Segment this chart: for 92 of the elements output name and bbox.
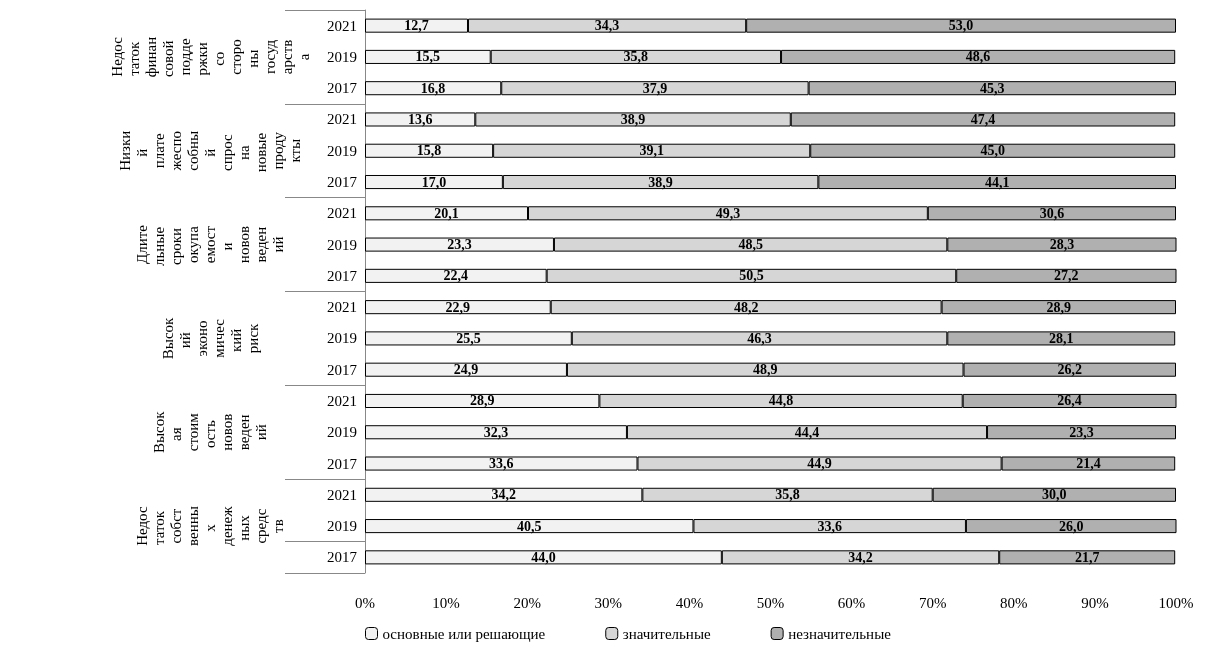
data-label: 50,5 xyxy=(739,268,764,284)
y-tick-label: 2017 xyxy=(327,80,358,97)
y-tick-label: 2017 xyxy=(327,455,358,472)
data-label: 34,2 xyxy=(491,487,516,503)
y-tick-label: 2019 xyxy=(327,518,357,535)
x-tick-label: 50% xyxy=(756,594,785,611)
legend-label: основные или решающие xyxy=(382,625,546,642)
x-tick-label: 80% xyxy=(1000,594,1028,611)
data-label: 20,1 xyxy=(434,205,459,221)
text: Высокая стоимость нововведений xyxy=(151,410,269,454)
y-tick-label: 2019 xyxy=(327,424,357,441)
y-tick-label: 2017 xyxy=(327,361,358,378)
x-tick-label: 20% xyxy=(513,594,541,611)
data-label: 26,2 xyxy=(1057,362,1083,378)
data-label: 48,2 xyxy=(733,299,759,315)
data-label: 25,5 xyxy=(456,330,481,346)
data-label: 48,9 xyxy=(752,362,778,378)
x-tick-label: 10% xyxy=(432,594,460,611)
text: Высокий экономический риск xyxy=(159,316,261,360)
data-label: 46,3 xyxy=(747,330,772,346)
legend-label: значительные xyxy=(622,625,711,642)
legend-label: незначительные xyxy=(788,625,892,642)
data-label: 24,9 xyxy=(453,362,479,378)
text: Низкий платежеспособный спрос на новые продукты xyxy=(117,130,303,173)
data-label: 53,0 xyxy=(948,18,974,34)
y-tick-label: 2017 xyxy=(327,549,358,566)
x-tick-label: 90% xyxy=(1081,594,1109,611)
x-tick-label: 0% xyxy=(355,594,375,611)
data-label: 16,8 xyxy=(420,80,446,96)
data-label: 40,5 xyxy=(516,518,542,534)
data-label: 34,3 xyxy=(594,18,620,34)
data-label: 44,9 xyxy=(807,456,832,472)
data-label: 21,7 xyxy=(1074,549,1100,565)
x-tick-label: 100% xyxy=(1158,594,1194,611)
y-tick-label: 2019 xyxy=(327,142,357,159)
data-label: 48,6 xyxy=(965,49,991,65)
data-label: 37,9 xyxy=(642,80,668,96)
x-tick-label: 60% xyxy=(837,594,866,611)
data-label: 38,9 xyxy=(620,111,646,127)
data-label: 49,3 xyxy=(715,205,741,221)
data-label: 27,2 xyxy=(1054,268,1079,284)
text: Недостаток собственных денежных средств xyxy=(134,506,286,546)
data-label: 15,5 xyxy=(415,49,441,65)
y-tick-label: 2021 xyxy=(327,205,357,222)
data-label: 33,6 xyxy=(489,456,514,472)
data-label: 26,4 xyxy=(1057,393,1082,409)
data-label: 28,9 xyxy=(469,393,495,409)
data-label: 44,4 xyxy=(794,424,820,440)
data-label: 28,9 xyxy=(1046,299,1072,315)
y-tick-label: 2019 xyxy=(327,236,357,253)
data-label: 28,1 xyxy=(1048,330,1074,346)
data-label: 28,3 xyxy=(1049,237,1075,253)
x-tick-label: 70% xyxy=(918,594,947,611)
data-label: 44,0 xyxy=(531,549,556,565)
data-label: 33,6 xyxy=(817,518,842,534)
data-label: 44,1 xyxy=(984,174,1010,190)
x-tick-label: 30% xyxy=(594,594,623,611)
data-label: 38,9 xyxy=(648,174,673,190)
data-label: 39,1 xyxy=(639,143,664,159)
data-label: 45,3 xyxy=(980,80,1005,96)
data-label: 23,3 xyxy=(1069,424,1094,440)
x-tick-label: 40% xyxy=(675,594,704,611)
data-label: 17,0 xyxy=(421,174,447,190)
data-label: 12,7 xyxy=(404,18,429,34)
data-label: 32,3 xyxy=(483,424,509,440)
text: Недостаток финансовой поддержки со стороны государства xyxy=(108,36,312,78)
y-tick-label: 2017 xyxy=(327,174,358,191)
y-tick-label: 2019 xyxy=(327,330,357,347)
data-label: 23,3 xyxy=(447,237,472,253)
data-label: 34,2 xyxy=(848,549,873,565)
data-label: 35,8 xyxy=(775,487,800,503)
data-label: 22,9 xyxy=(445,299,471,315)
y-tick-label: 2021 xyxy=(327,299,357,316)
data-label: 30,0 xyxy=(1042,487,1067,503)
data-label: 13,6 xyxy=(407,111,433,127)
text: Длительные сроки окупаемости нововведений xyxy=(134,225,286,267)
data-label: 22,4 xyxy=(443,268,469,284)
data-label: 47,4 xyxy=(970,111,996,127)
y-tick-label: 2019 xyxy=(327,48,357,65)
data-label: 35,8 xyxy=(623,49,649,65)
y-tick-label: 2021 xyxy=(327,17,357,34)
data-label: 26,0 xyxy=(1058,518,1084,534)
data-label: 21,4 xyxy=(1076,456,1101,472)
y-tick-label: 2021 xyxy=(327,392,357,409)
data-label: 44,8 xyxy=(768,393,794,409)
y-tick-label: 2021 xyxy=(327,486,357,503)
y-tick-label: 2017 xyxy=(327,267,358,284)
data-label: 48,5 xyxy=(738,237,763,253)
data-label: 45,0 xyxy=(980,143,1005,159)
y-tick-label: 2021 xyxy=(327,111,357,128)
data-label: 15,8 xyxy=(416,143,442,159)
data-label: 30,6 xyxy=(1039,205,1065,221)
